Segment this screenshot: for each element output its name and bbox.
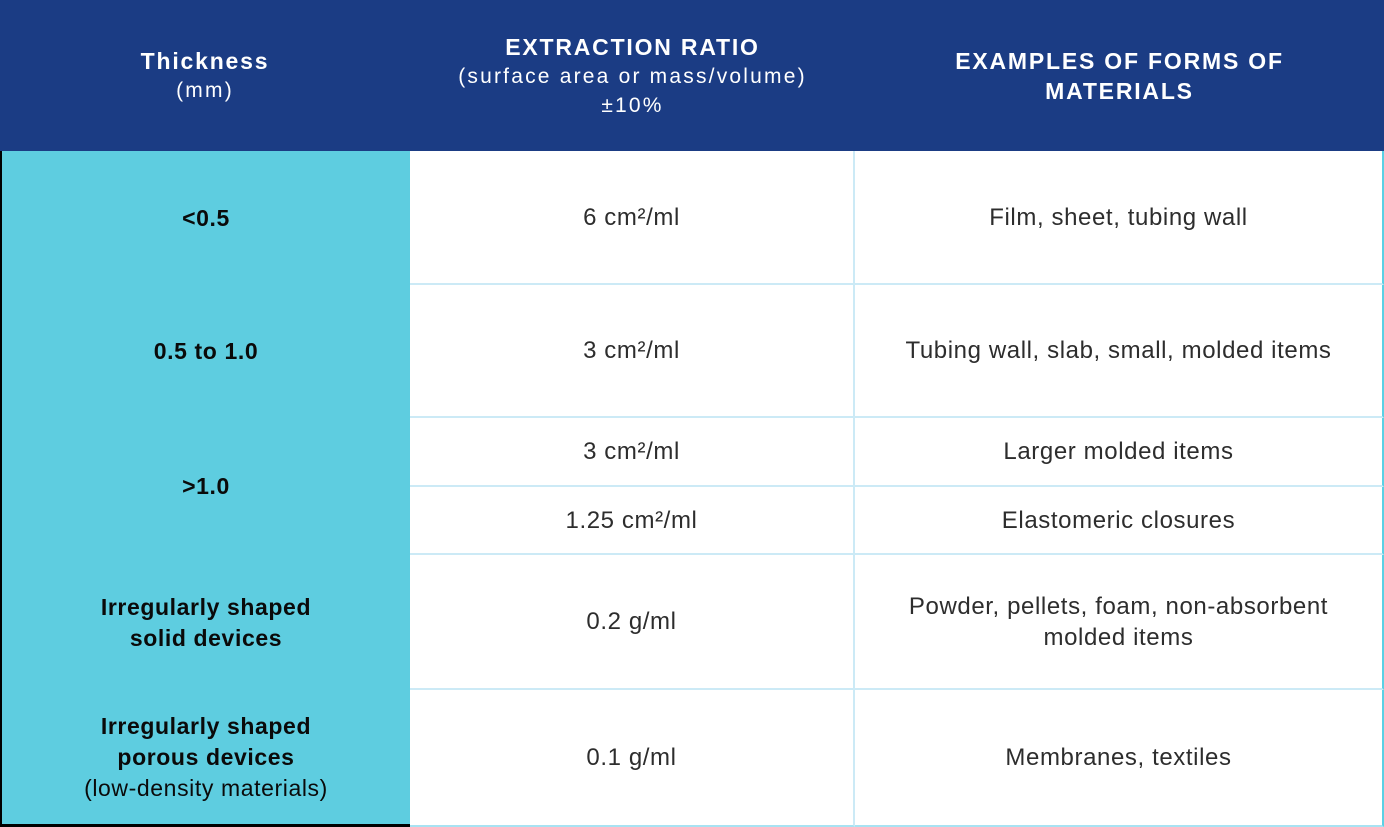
examples-cell-row2: Tubing wall, slab, small, molded items [855, 285, 1384, 418]
header-examples-title: EXAMPLES OF FORMS OF MATERIALS [955, 47, 1284, 104]
header-ratio-tolerance: ±10% [601, 93, 664, 117]
thickness-row6-note: (low-density materials) [84, 774, 328, 801]
header-ratio-subtitle: (surface area or mass/volume) [458, 64, 807, 88]
examples-cell-row5: Powder, pellets, foam, non-absorbent mol… [855, 555, 1384, 690]
examples-cell-row1: Film, sheet, tubing wall [855, 151, 1384, 285]
ratio-cell-row6: 0.1 g/ml [410, 690, 855, 827]
ratio-cell-row1: 6 cm²/ml [410, 151, 855, 285]
header-cell-thickness: Thickness (mm) [0, 0, 410, 151]
ratio-cell-row5: 0.2 g/ml [410, 555, 855, 690]
header-ratio-title: EXTRACTION RATIO [505, 33, 760, 60]
ratio-cell-row4: 1.25 cm²/ml [410, 487, 855, 555]
thickness-row6-main: Irregularly shaped porous devices [100, 712, 312, 770]
thickness-cell-row1: <0.5 [0, 151, 410, 285]
thickness-cell-row3-4-merged: >1.0 [0, 418, 410, 555]
header-thickness-title: Thickness [140, 48, 270, 74]
ratio-cell-row3: 3 cm²/ml [410, 418, 855, 487]
header-cell-examples: EXAMPLES OF FORMS OF MATERIALS [855, 0, 1384, 151]
header-cell-extraction-ratio: EXTRACTION RATIO (surface area or mass/v… [410, 0, 855, 151]
examples-cell-row3: Larger molded items [855, 418, 1384, 487]
header-thickness-unit: (mm) [176, 79, 234, 102]
thickness-cell-row2: 0.5 to 1.0 [0, 285, 410, 418]
thickness-cell-row5: Irregularly shaped solid devices [0, 555, 410, 690]
thickness-cell-row6: Irregularly shaped porous devices (low-d… [0, 690, 410, 827]
ratio-cell-row2: 3 cm²/ml [410, 285, 855, 418]
examples-cell-row4: Elastomeric closures [855, 487, 1384, 555]
examples-cell-row6: Membranes, textiles [855, 690, 1384, 827]
